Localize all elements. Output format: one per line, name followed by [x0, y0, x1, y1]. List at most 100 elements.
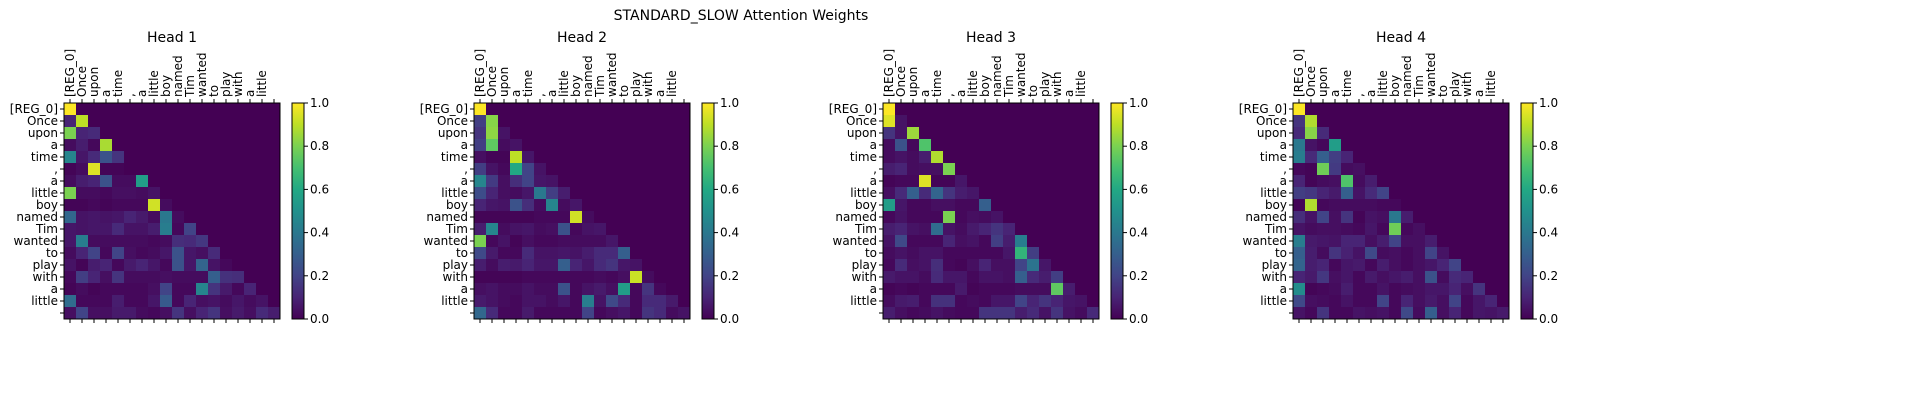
y-tick-label: ,	[873, 162, 877, 176]
heatmap-cell	[1365, 247, 1378, 260]
heatmap-cell	[88, 103, 101, 116]
heatmap-cell	[654, 211, 667, 224]
heatmap-cell	[498, 235, 511, 248]
heatmap-cell	[943, 271, 956, 284]
y-tick-label: named	[1245, 210, 1287, 224]
heatmap-cell	[1015, 103, 1028, 116]
heatmap-cell	[1087, 163, 1100, 176]
heatmap-cell	[124, 103, 137, 116]
heatmap-cell	[895, 211, 908, 224]
heatmap-cell	[654, 223, 667, 236]
heatmap-cell	[1473, 175, 1486, 188]
heatmap-cell	[1015, 187, 1028, 200]
heatmap-cell	[594, 199, 607, 212]
heatmap-cell	[196, 271, 209, 284]
heatmap-cell	[100, 259, 113, 272]
heatmap-cell	[1305, 271, 1318, 284]
heatmap-cell	[534, 211, 547, 224]
heatmap-cell	[256, 139, 269, 152]
head-title: Head 2	[557, 30, 607, 46]
heatmap-cell	[1051, 283, 1064, 296]
heatmap-cell	[943, 199, 956, 212]
heatmap-cell	[534, 163, 547, 176]
heatmap-cell	[1485, 127, 1498, 140]
y-tick-label: boy	[36, 198, 58, 212]
colorbar-tick-label: 0.6	[1539, 182, 1558, 196]
heatmap-cell	[1473, 283, 1486, 296]
x-tick-label: a	[1328, 90, 1342, 97]
x-tick-label: little	[665, 70, 679, 97]
heatmap-cell	[1449, 259, 1462, 272]
heatmap-cell	[1341, 175, 1354, 188]
heatmap-cell	[1087, 115, 1100, 128]
heatmap-cell	[1413, 283, 1426, 296]
heatmap-cell	[64, 271, 77, 284]
heatmap-cell	[474, 211, 487, 224]
colorbar-tick-label: 0.0	[1539, 312, 1558, 326]
heatmap-cell	[220, 223, 233, 236]
x-tick-label: little	[1376, 70, 1390, 97]
heatmap-cell	[1473, 223, 1486, 236]
heatmap-cell	[148, 283, 161, 296]
heatmap-cell	[76, 175, 89, 188]
heatmap-cell	[1353, 199, 1366, 212]
heatmap-cell	[1027, 247, 1040, 260]
heatmap-cell	[268, 223, 281, 236]
heatmap-cell	[1341, 127, 1354, 140]
heatmap-cell	[931, 295, 944, 308]
heatmap-cell	[943, 175, 956, 188]
heatmap-cell	[1413, 115, 1426, 128]
heatmap-cell	[64, 247, 77, 260]
heatmap-cell	[546, 259, 559, 272]
heatmap-cell	[606, 175, 619, 188]
heatmap-cell	[268, 127, 281, 140]
heatmap-cell	[196, 235, 209, 248]
heatmap-cell	[1087, 199, 1100, 212]
y-tick-label: ,	[464, 162, 468, 176]
heatmap-cell	[558, 115, 571, 128]
heatmap-cell	[546, 127, 559, 140]
heatmap-cell	[1341, 187, 1354, 200]
heatmap-cell	[220, 103, 233, 116]
heatmap-cell	[88, 211, 101, 224]
heatmap-cell	[100, 115, 113, 128]
heatmap-cell	[943, 247, 956, 260]
heatmap-cell	[546, 307, 559, 320]
heatmap-cell	[1449, 139, 1462, 152]
heatmap-cell	[208, 271, 221, 284]
heatmap-cell	[666, 283, 679, 296]
heatmap-cell	[1413, 271, 1426, 284]
heatmap-cell	[1461, 163, 1474, 176]
heatmap-cell	[666, 115, 679, 128]
colorbar-tick-label: 0.6	[1129, 182, 1148, 196]
heatmap-cell	[907, 103, 920, 116]
heatmap-cell	[1075, 127, 1088, 140]
heatmap-cell	[474, 307, 487, 320]
heatmap-cell	[1075, 163, 1088, 176]
heatmap-cell	[895, 103, 908, 116]
heatmap-cell	[486, 295, 499, 308]
x-tick-label: upon	[87, 67, 101, 97]
heatmap-cell	[1377, 103, 1390, 116]
heatmap-cell	[570, 283, 583, 296]
heatmap-cell	[124, 295, 137, 308]
heatmap-cell	[1461, 307, 1474, 320]
heatmap-cell	[666, 211, 679, 224]
heatmap-cell	[232, 139, 245, 152]
heatmap-cell	[1075, 235, 1088, 248]
heatmap-cell	[486, 139, 499, 152]
heatmap-cell	[1341, 307, 1354, 320]
heatmap-cell	[1063, 295, 1076, 308]
y-tick-label: boy	[855, 198, 877, 212]
y-tick-label: a	[51, 282, 58, 296]
heatmap-cell	[1497, 283, 1510, 296]
heatmap-cell	[895, 295, 908, 308]
heatmap-cell	[883, 115, 896, 128]
heatmap-cell	[1365, 115, 1378, 128]
heatmap-cell	[1425, 247, 1438, 260]
heatmap-cell	[1027, 283, 1040, 296]
heatmap-cell	[1437, 115, 1450, 128]
heatmap-cell	[1075, 283, 1088, 296]
heatmap-cell	[1449, 175, 1462, 188]
heatmap-cell	[510, 199, 523, 212]
